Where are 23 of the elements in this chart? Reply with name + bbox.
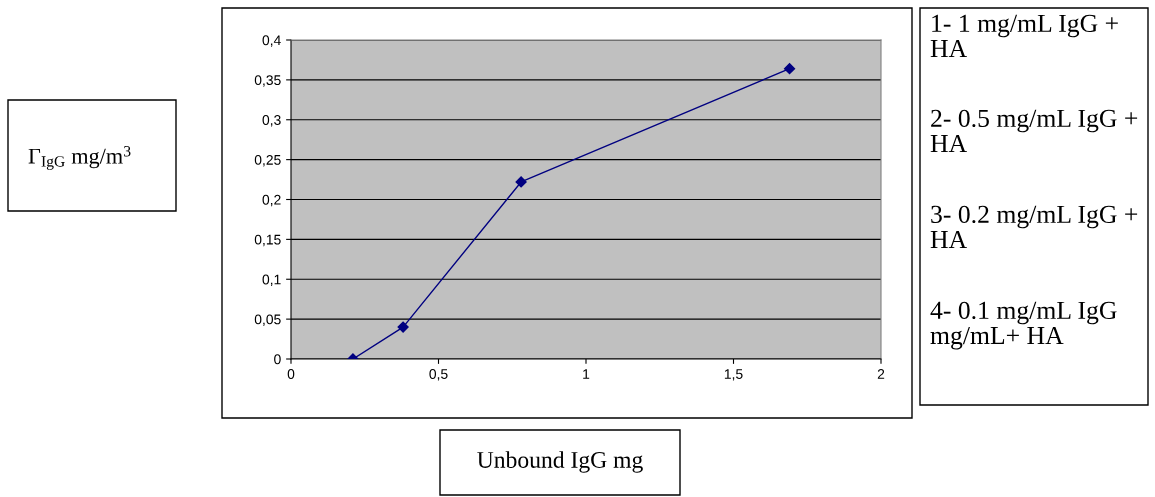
x-tick-label: 1,5 — [724, 369, 743, 381]
y-tick-label: 0,1 — [262, 274, 281, 287]
x-tick-label: 0 — [287, 369, 295, 379]
y-tick-label: 0,15 — [254, 234, 281, 247]
point — [783, 63, 796, 75]
text: 3- 0.2 mg/mL IgG + HA — [930, 205, 1138, 248]
x-tick-label: 1 — [583, 369, 590, 379]
y-tick-label: 0,35 — [254, 75, 281, 87]
x-tick-label: 2 — [877, 369, 885, 379]
text: 1- 1 mg/mL IgG + HA — [930, 14, 1118, 57]
y-tick-label: 0,25 — [254, 154, 281, 167]
point — [397, 321, 409, 333]
y-tick-label: 0,05 — [254, 314, 281, 326]
y-tick-label: 0,2 — [262, 194, 281, 207]
y-tick-label: 0,3 — [262, 115, 281, 127]
y-tick-label: 0,4 — [262, 35, 281, 47]
point — [515, 176, 527, 188]
text: 4- 0.1 mg/mL IgG mg/mL+ HA — [930, 301, 1117, 350]
x-axis-title: Unbound IgG mg — [477, 451, 643, 473]
y-tick-label: 0 — [274, 354, 281, 365]
text: 2- 0.5 mg/mL IgG + HA — [930, 109, 1138, 152]
x-tick-label: 0,5 — [429, 369, 448, 381]
text: Γ$_{IgG}$ mg/m$^{3}$ — [28, 146, 131, 170]
